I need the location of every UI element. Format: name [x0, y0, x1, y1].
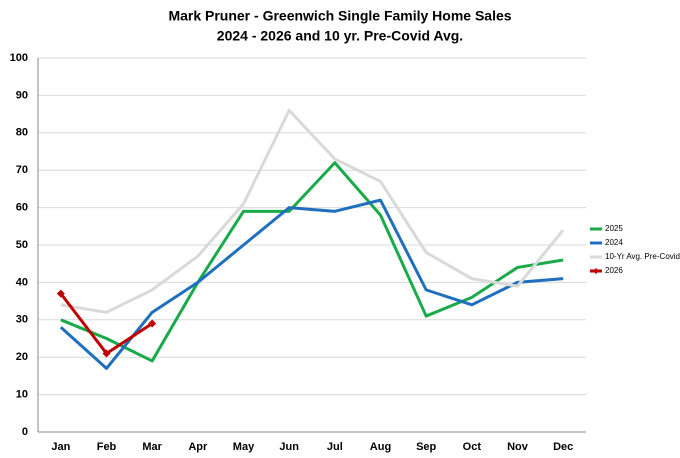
x-tick-label: Apr — [188, 441, 208, 453]
y-tick-label: 50 — [16, 239, 28, 251]
y-tick-label: 80 — [16, 127, 28, 139]
y-tick-label: 90 — [16, 89, 28, 101]
y-tick-label: 60 — [16, 202, 28, 214]
y-tick-label: 70 — [16, 164, 28, 176]
x-tick-label: Jun — [279, 441, 299, 453]
legend-label: 2026 — [605, 266, 623, 275]
chart-subtitle: 2024 - 2026 and 10 yr. Pre-Covid Avg. — [217, 28, 463, 44]
y-tick-label: 100 — [10, 52, 28, 64]
y-tick-label: 30 — [16, 314, 28, 326]
x-tick-label: May — [233, 441, 255, 453]
y-tick-label: 40 — [16, 276, 28, 288]
x-tick-label: Nov — [507, 441, 529, 453]
legend-label: 2024 — [605, 238, 623, 247]
x-tick-label: Aug — [370, 441, 391, 453]
series-line — [59, 292, 153, 355]
x-tick-label: Feb — [97, 441, 117, 453]
marker — [56, 289, 65, 298]
y-tick-label: 0 — [22, 426, 28, 438]
y-tick-label: 10 — [16, 389, 28, 401]
x-tick-label: Oct — [463, 441, 482, 453]
legend-label: 10-Yr Avg. Pre-Covid — [605, 252, 680, 261]
y-tick-label: 20 — [16, 351, 28, 363]
legend-label: 2025 — [605, 224, 623, 233]
x-tick-label: Dec — [553, 441, 573, 453]
x-tick-label: Mar — [142, 441, 162, 453]
series-line — [60, 161, 564, 363]
marker — [102, 349, 111, 358]
x-tick-label: Jul — [327, 441, 343, 453]
marker — [148, 319, 157, 328]
chart-title: Mark Pruner - Greenwich Single Family Ho… — [168, 8, 511, 24]
series-line — [60, 108, 565, 314]
x-tick-label: Sep — [416, 441, 436, 453]
legend-marker — [593, 268, 599, 274]
x-tick-label: Jan — [51, 441, 70, 453]
series-line — [59, 198, 564, 370]
